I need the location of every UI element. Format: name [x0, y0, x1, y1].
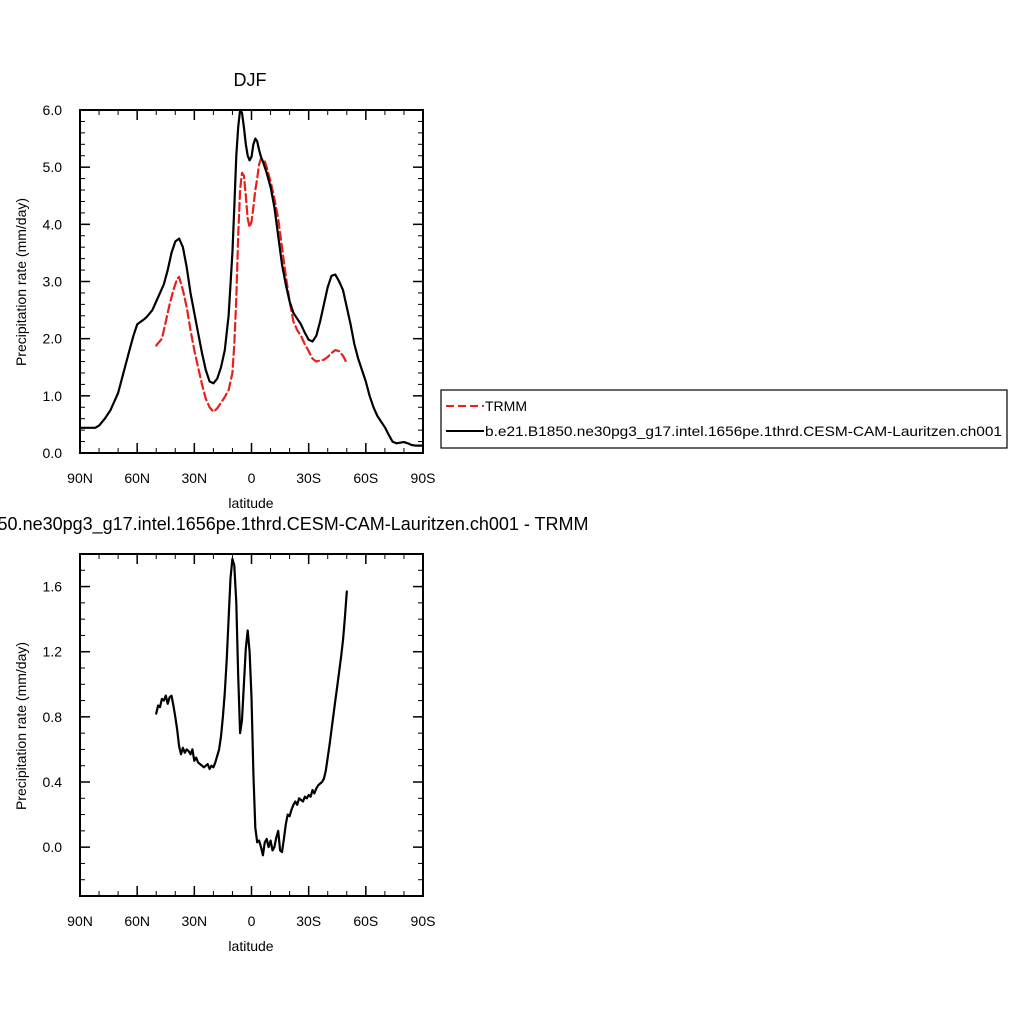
p2-ylabel: Precipitation rate (mm/day) [13, 642, 29, 810]
y-tick-label: 0.0 [43, 839, 63, 855]
legend-model-label: b.e21.B1850.ne30pg3_g17.intel.1656pe.1th… [485, 424, 1002, 439]
difference-series-line [155, 557, 348, 857]
p1-series [78, 108, 425, 447]
x-tick-label: 60N [124, 470, 150, 486]
x-tick-label: 30S [296, 913, 321, 929]
x-tick-label: 90N [67, 913, 93, 929]
legend: TRMM b.e21.B1850.ne30pg3_g17.intel.1656p… [440, 389, 1008, 449]
panel-difference: b.e21.B1850.ne30pg3_g17.intel.1656pe.1th… [0, 514, 589, 954]
panel-djf: DJF 90N 60N 30N 0 30S 60S 90S 0.0 1.0 2.0 3.0 4.0 5.… [13, 70, 1008, 511]
legend-trmm-label: TRMM [485, 398, 527, 414]
x-tick-label: 90S [411, 913, 436, 929]
x-tick-label: 90N [67, 470, 93, 486]
p1-tick-labels: 90N 60N 30N 0 30S 60S 90S 0.0 1.0 2.0 3.0 4.0 5.0 6.0 [43, 102, 436, 486]
y-tick-label: 1.0 [43, 388, 63, 404]
y-tick-label: 5.0 [43, 159, 63, 175]
p1-ylabel: Precipitation rate (mm/day) [13, 198, 29, 366]
x-tick-label: 0 [248, 470, 256, 486]
x-tick-label: 90S [411, 470, 436, 486]
x-tick-label: 60N [124, 913, 150, 929]
x-tick-label: 60S [353, 913, 378, 929]
y-tick-label: 0.4 [43, 774, 63, 790]
y-tick-label: 1.6 [43, 579, 63, 595]
y-tick-label: 0.8 [43, 709, 63, 725]
p2-title: b.e21.B1850.ne30pg3_g17.intel.1656pe.1th… [0, 514, 589, 535]
x-tick-label: 0 [248, 913, 256, 929]
y-tick-label: 1.2 [43, 644, 63, 660]
x-tick-label: 60S [353, 470, 378, 486]
p1-title: DJF [234, 70, 267, 90]
p2-plot-frame [79, 553, 424, 897]
p1-xlabel: latitude [228, 495, 273, 511]
trmm-series-line [155, 157, 348, 413]
p2-tick-labels: 90N 60N 30N 0 30S 60S 90S 0.0 0.4 0.8 1.2 1.6 [43, 579, 436, 929]
y-tick-label: 4.0 [43, 216, 63, 232]
model-series-line [78, 108, 425, 447]
p1-plot-frame [79, 109, 424, 454]
x-tick-label: 30N [181, 470, 207, 486]
x-tick-label: 30N [181, 913, 207, 929]
p2-series [155, 557, 348, 857]
y-tick-label: 6.0 [43, 102, 63, 118]
legend-box [440, 389, 1008, 449]
p2-xlabel: latitude [228, 938, 273, 954]
y-tick-label: 0.0 [43, 445, 63, 461]
y-tick-label: 3.0 [43, 274, 63, 290]
x-tick-label: 30S [296, 470, 321, 486]
y-tick-label: 2.0 [43, 331, 63, 347]
